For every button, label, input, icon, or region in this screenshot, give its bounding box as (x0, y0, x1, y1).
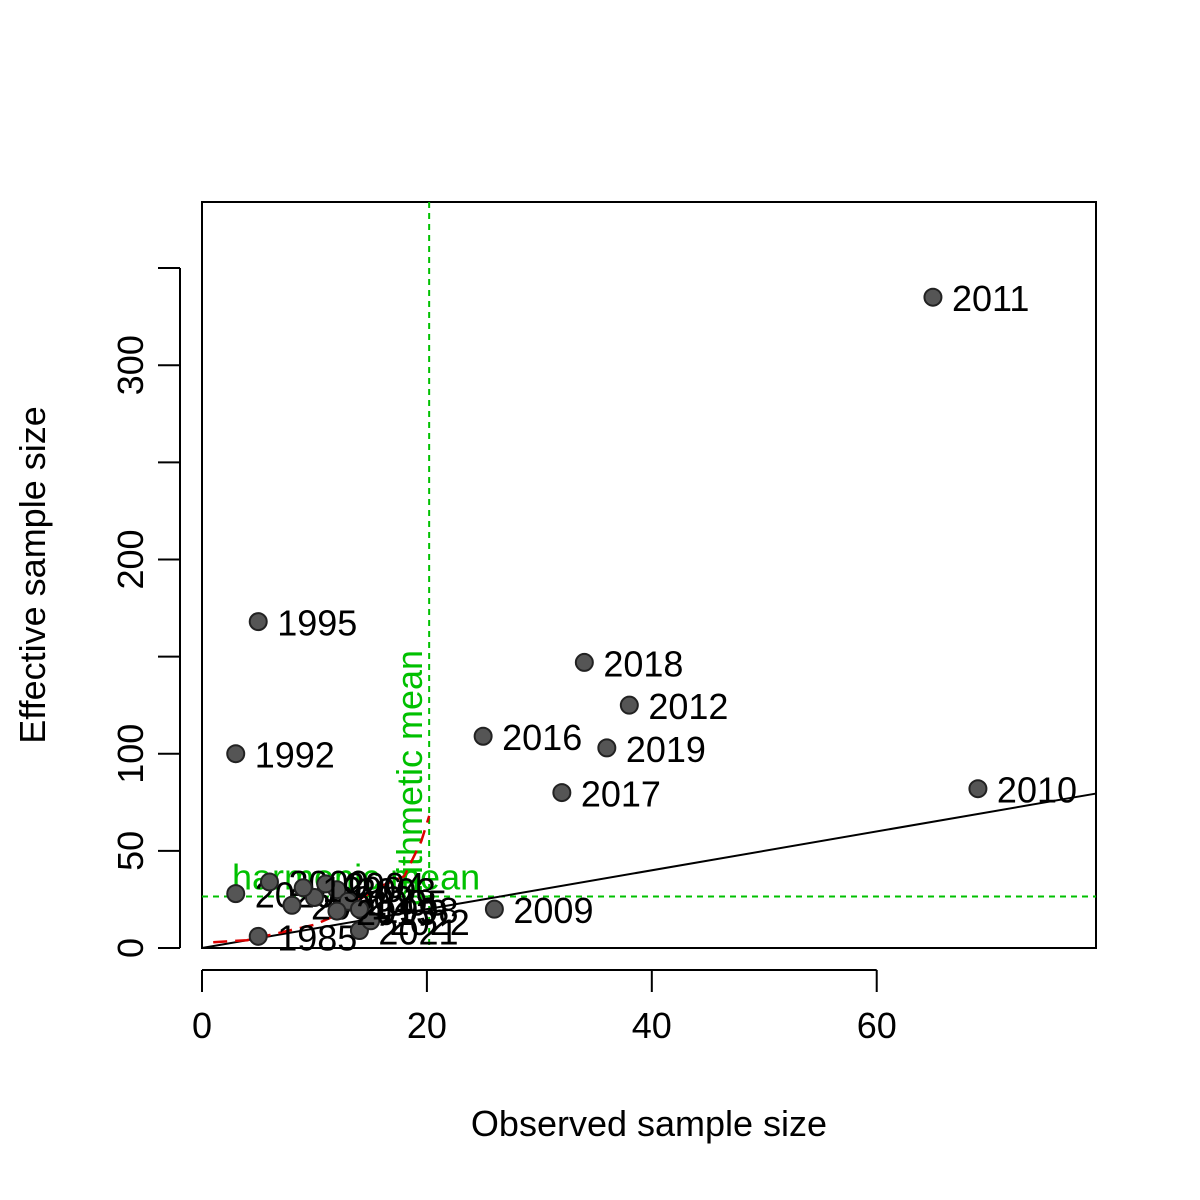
ref-label-vertical: arithmetic mean (389, 650, 430, 906)
point-label-2022: 2022 (390, 902, 470, 943)
y-axis: 0 50 100 200 300 (110, 267, 181, 958)
x-axis: 0 20 40 60 (192, 969, 897, 1046)
point-label-1992: 1992 (255, 735, 335, 776)
plot-frame (201, 201, 1097, 949)
point-label-1985: 1985 (277, 917, 357, 958)
point-2018 (574, 652, 594, 672)
point-label-2011: 2011 (952, 278, 1029, 319)
point-2016 (473, 726, 493, 746)
point-2004 (316, 874, 336, 894)
y-tick-label-100: 100 (110, 724, 151, 784)
point-label-2003: 2003 (356, 871, 436, 912)
y-axis-label: Effective sample size (12, 406, 53, 743)
y-tick-label-0: 0 (110, 938, 151, 958)
point-label-2017: 2017 (581, 774, 661, 815)
point-label-2018: 2018 (603, 643, 683, 684)
point-2011 (923, 287, 943, 307)
point-1995 (248, 612, 268, 632)
point-2013 (327, 901, 347, 921)
point-2012 (619, 695, 639, 715)
point-2010 (968, 779, 988, 799)
point-2001 (282, 895, 302, 915)
point-2020 (226, 884, 246, 904)
point-2009 (484, 899, 504, 919)
point-label-2019: 2019 (626, 729, 706, 770)
point-2017 (552, 783, 572, 803)
point-2000 (259, 872, 279, 892)
y-tick-label-50: 50 (110, 831, 151, 871)
y-tick-label-300: 300 (110, 335, 151, 395)
point-2022 (361, 911, 381, 931)
point-label-2009: 2009 (513, 890, 593, 931)
point-label-2010: 2010 (997, 770, 1077, 811)
one-to-one-line (201, 792, 1097, 949)
point-label-1998: 1998 (378, 890, 458, 931)
x-tick-label-40: 40 (632, 1005, 672, 1046)
point-1996 (293, 878, 313, 898)
point-label-2012: 2012 (648, 686, 728, 727)
x-tick-label-60: 60 (857, 1005, 897, 1046)
point-label-2004: 2004 (345, 865, 425, 906)
x-tick-label-0: 0 (192, 1005, 212, 1046)
point-label-1995: 1995 (277, 603, 357, 644)
data-points: 1985 1992 1995 2009 2010 2011 2012 2016 2017 2018… (226, 278, 1077, 958)
x-tick-label-20: 20 (407, 1005, 447, 1046)
point-1992 (226, 744, 246, 764)
y-tick-label-200: 200 (110, 529, 151, 589)
point-label-2005: 2005 (367, 882, 447, 923)
point-1998 (349, 899, 369, 919)
point-2019 (597, 738, 617, 758)
point-label-2013: 2013 (356, 892, 436, 933)
point-1985 (248, 926, 268, 946)
point-label-2016: 2016 (502, 717, 582, 758)
x-axis-label: Observed sample size (471, 1103, 827, 1144)
point-label-2021: 2021 (378, 912, 458, 953)
